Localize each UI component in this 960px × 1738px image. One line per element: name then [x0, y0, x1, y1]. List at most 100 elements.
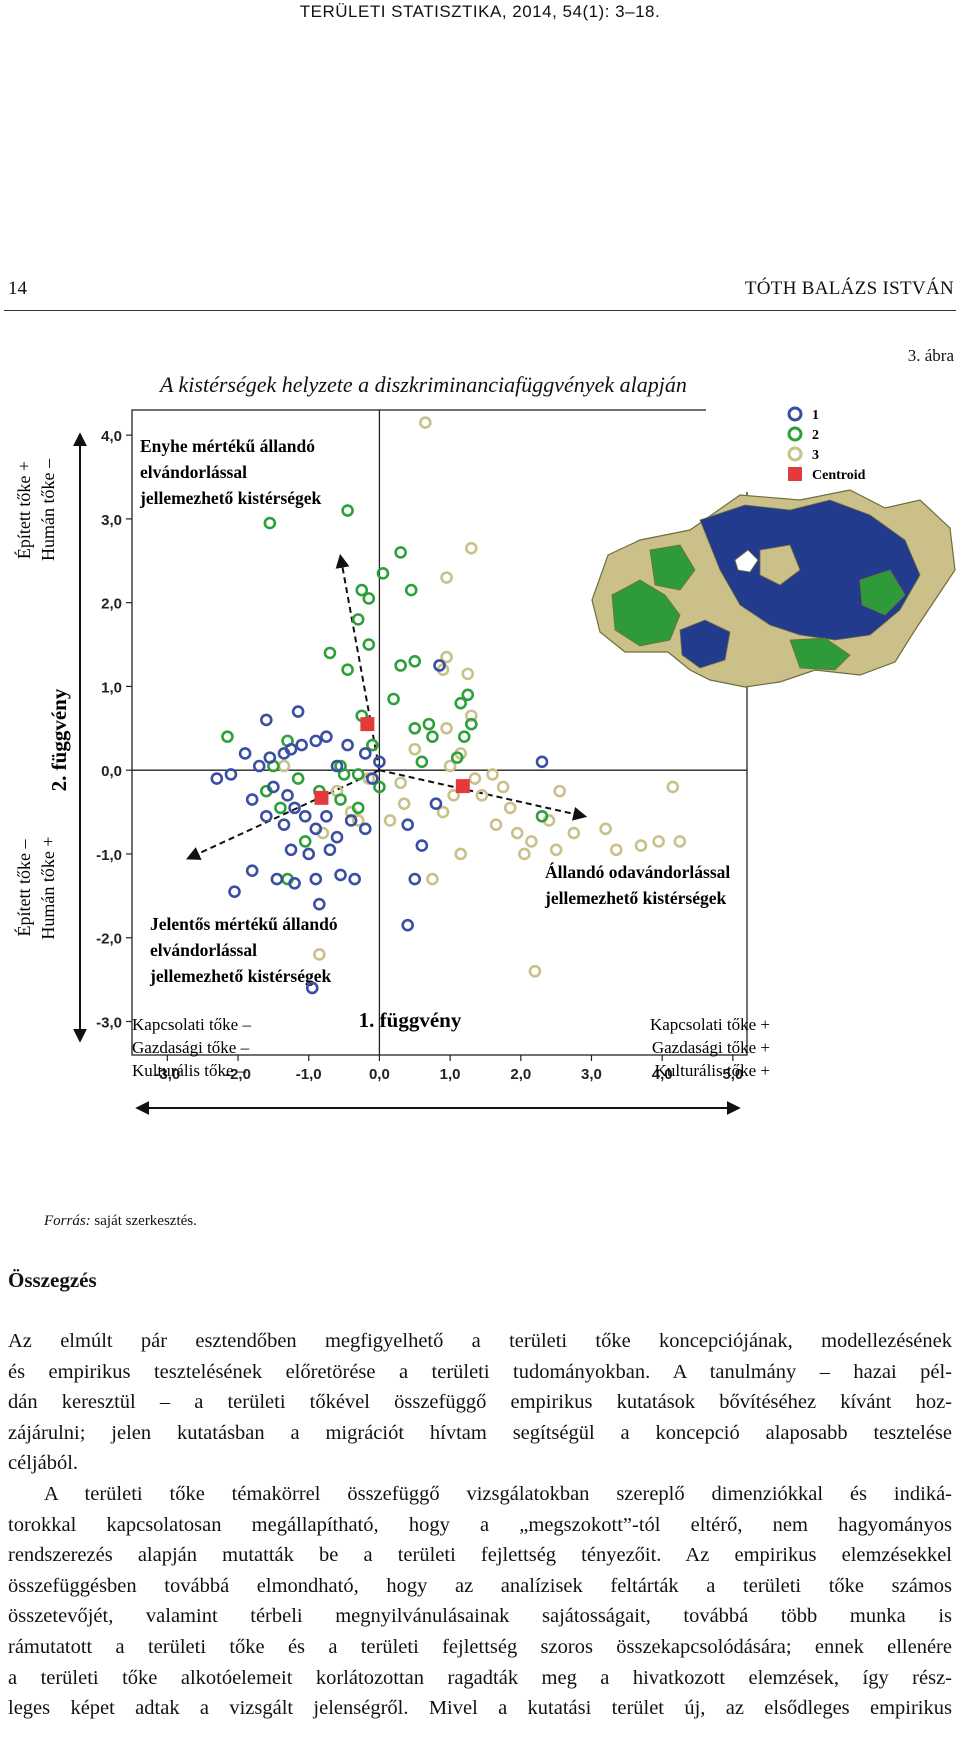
- legend-marker-1: [787, 406, 803, 422]
- point-group-3: [518, 847, 531, 861]
- point-group-2: [404, 583, 418, 597]
- point-group-3: [454, 847, 468, 861]
- body-text: Az elmúlt pár esztendőben megfigyelhető …: [8, 1326, 952, 1724]
- x-tick-label: 4,0: [652, 1066, 673, 1083]
- point-group-2: [465, 717, 478, 731]
- x-side-label-right: Gazdasági tőke +: [652, 1038, 770, 1057]
- y-side-label-top: Humán tőke –: [38, 458, 58, 561]
- point-group-3: [426, 872, 439, 886]
- point-group-2: [334, 793, 347, 806]
- x-tick-label: -3,0: [154, 1066, 180, 1083]
- y-tick-label: 1,0: [101, 679, 122, 696]
- point-group-1: [433, 659, 446, 672]
- y-tick-label: 3,0: [101, 512, 122, 529]
- point-group-1: [245, 864, 259, 878]
- y-tick-label: 0,0: [101, 763, 122, 780]
- figure-label: 3. ábra: [907, 346, 954, 365]
- body-line: A területi tőke témakörrel összefüggő vi…: [44, 1482, 952, 1505]
- point-group-2: [535, 809, 549, 823]
- point-group-3: [496, 780, 510, 794]
- point-group-3: [652, 835, 665, 848]
- x-side-label-right: Kapcsolati tőke +: [650, 1015, 770, 1034]
- point-group-2: [362, 638, 376, 651]
- x-tick-label: 3,0: [581, 1066, 602, 1083]
- x-tick-label: -2,0: [225, 1066, 251, 1083]
- point-group-2: [351, 613, 365, 626]
- point-group-2: [341, 663, 354, 676]
- point-group-1: [305, 981, 319, 995]
- annotation-upper-left-line: elvándorlással: [140, 462, 247, 482]
- point-group-3: [443, 759, 457, 773]
- point-group-3: [465, 541, 478, 555]
- chart-legend: 1 2 3 Centroid: [787, 406, 866, 483]
- point-group-3: [553, 784, 566, 798]
- point-group-2: [341, 504, 354, 517]
- body-line: és empirikus tesztelésének előretörése a…: [8, 1360, 952, 1383]
- direction-arrow: [335, 553, 381, 771]
- legend-marker-3: [787, 446, 803, 462]
- point-group-3: [528, 964, 542, 978]
- tick-labels: 4,0 3,0 2,0 1,0 0,0 -1,0 -2,0 -3,0 -3,0 -2,0 -1,0 0…: [96, 428, 743, 1083]
- point-group-1: [358, 822, 372, 836]
- point-group-1: [288, 801, 301, 815]
- point-group-1: [288, 876, 301, 890]
- point-group-2: [415, 755, 429, 769]
- annotation-lower-right-line: Állandó odavándorlással: [545, 862, 730, 882]
- point-group-2: [337, 768, 351, 781]
- point-group-3: [567, 826, 581, 840]
- centroid-2: [360, 717, 375, 732]
- point-group-1: [245, 793, 259, 806]
- point-group-1: [210, 772, 224, 785]
- legend-label-2: 2: [812, 428, 819, 443]
- y-tick-label: 4,0: [101, 428, 122, 445]
- annotation-lower-left-line: Jelentős mértékű állandó: [150, 914, 338, 934]
- point-group-3: [351, 814, 365, 827]
- x-tick-label: 0,0: [369, 1066, 390, 1083]
- point-group-1: [224, 768, 238, 781]
- legend-marker-centroid: [788, 467, 802, 481]
- point-group-3: [465, 709, 478, 723]
- point-group-1: [323, 843, 337, 857]
- x-tick-label: 2,0: [510, 1066, 531, 1083]
- hungary-map-inset: [591, 489, 956, 688]
- centroid-3: [455, 779, 470, 794]
- direction-arrows: [186, 553, 588, 860]
- point-group-3: [436, 805, 450, 819]
- point-group-3: [486, 768, 499, 781]
- annotation-upper-left-line: Enyhe mértékű állandó: [140, 436, 315, 456]
- y-axis-title: 2. függvény: [47, 688, 71, 791]
- point-group-3: [408, 742, 422, 756]
- chart-annotations: Enyhe mértékű állandó elvándorlással jelle…: [139, 436, 730, 986]
- point-group-1: [334, 868, 347, 882]
- body-line: céljából.: [8, 1452, 79, 1475]
- annotation-lower-right-line: jellemezhető kistérségek: [544, 888, 727, 908]
- point-group-3: [525, 835, 538, 848]
- point-group-2: [351, 768, 365, 781]
- point-group-1: [535, 755, 549, 769]
- plot-frame: [131, 409, 748, 1056]
- point-group-2: [426, 730, 439, 743]
- data-points: [210, 416, 687, 995]
- point-group-3: [313, 948, 326, 961]
- y-side-label-bottom: Épített tőke –: [13, 839, 34, 937]
- point-group-3: [447, 789, 460, 802]
- running-head: TERÜLETI STATISZTIKA, 2014, 54(1): 3–18.: [299, 2, 661, 21]
- x-tick-label: -1,0: [296, 1066, 322, 1083]
- point-group-3: [489, 818, 503, 831]
- capital-blank-area: [734, 549, 759, 573]
- x-side-label-left: Kapcsolati tőke –: [132, 1015, 251, 1034]
- point-group-1: [260, 809, 273, 823]
- page-number: 14: [8, 278, 27, 299]
- point-group-2: [376, 567, 390, 580]
- discriminant-scatter-chart: 4,0 3,0 2,0 1,0 0,0 -1,0 -2,0 -3,0 -3,0 -2,0 -1,0 0…: [13, 400, 956, 1115]
- point-group-3: [609, 843, 623, 857]
- point-group-1: [348, 872, 361, 886]
- point-group-1: [267, 780, 280, 794]
- point-group-2: [422, 717, 436, 731]
- annotation-lower-left-line: jellemezhető kistérségek: [149, 966, 332, 986]
- body-line: leges képet adtak a vizsgált jelenségről…: [8, 1697, 952, 1720]
- point-group-3: [475, 789, 489, 802]
- y-side-label-top: Épített tőke +: [13, 461, 34, 559]
- point-group-1: [401, 918, 414, 932]
- point-group-2: [394, 659, 407, 672]
